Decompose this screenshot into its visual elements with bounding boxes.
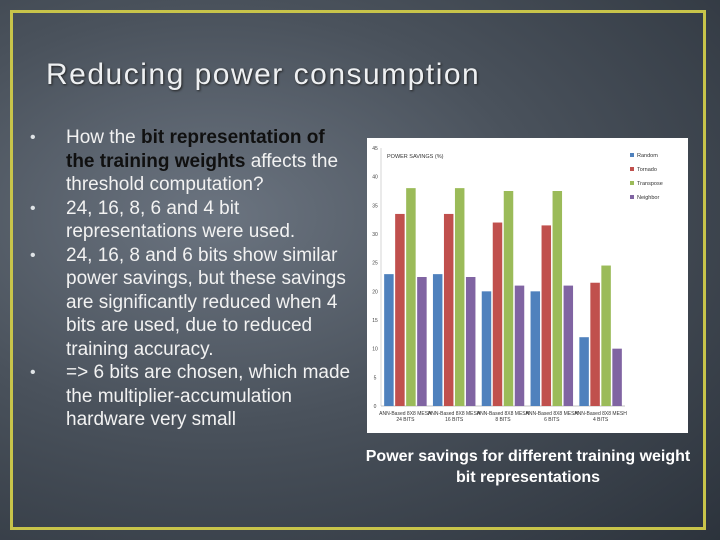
category-label: 16 BITS [445, 417, 464, 423]
bar-tornado [492, 222, 503, 406]
legend-label: Random [637, 153, 658, 159]
bullet-dot-icon: • [30, 199, 36, 217]
y-tick-label: 35 [372, 203, 378, 209]
bar-random [579, 337, 589, 406]
category-label: ANN-Based 8X8 MESH [526, 411, 579, 417]
chart-title: POWER SAVINGS (%) [387, 154, 444, 160]
bar-tornado [395, 213, 405, 406]
bar-random [481, 291, 492, 406]
bullet-text: => 6 bits are chosen, which made the mul… [66, 362, 351, 430]
bullet-dot-icon: • [30, 129, 36, 146]
legend-swatch [630, 167, 634, 171]
legend-swatch [630, 181, 634, 185]
bullet-dot-icon: • [30, 364, 36, 381]
bar-tornado [590, 282, 600, 406]
bar-neighbor [417, 277, 427, 406]
category-label: 6 BITS [544, 417, 560, 423]
category-label: 8 BITS [495, 417, 511, 423]
y-tick-label: 30 [372, 232, 378, 238]
slide-frame [10, 10, 706, 530]
power-savings-chart: 0 5 10 15 20 25 30 35 40 45 POWER SAVINGS (%) ANN-B… [372, 146, 663, 423]
category-label: ANN-Based 8X8 MESH [574, 411, 627, 417]
legend-label: Neighbor [637, 195, 659, 201]
bullet-dot-icon: • [30, 246, 36, 264]
bar-neighbor [514, 285, 525, 406]
y-tick-label: 0 [374, 404, 377, 410]
category-label: ANN-Based 8X8 MESH [428, 411, 481, 417]
bar-transpose [503, 191, 514, 406]
bullet-item: • => 6 bits are chosen, which made the mu… [28, 361, 358, 432]
chart-caption: Power savings for different training wei… [365, 448, 691, 486]
legend-swatch [630, 153, 634, 157]
bullet-text: 24, 16, 8, 6 and 4 bit representations w… [66, 197, 296, 243]
bullet-text: How the [66, 127, 141, 148]
y-tick-label: 40 [372, 175, 378, 181]
bar-tornado [541, 225, 552, 406]
y-tick-label: 10 [372, 347, 378, 353]
y-tick-label: 15 [372, 318, 378, 324]
category-label: ANN-Based 8X8 MESH [477, 411, 530, 417]
bullet-item: • 24, 16, 8 and 6 bits show similar power… [28, 244, 358, 362]
bar-random [530, 291, 541, 406]
category-label: 4 BITS [593, 417, 609, 423]
y-tick-label: 45 [372, 146, 378, 152]
bullet-text-emphasis: bit representation of the training weigh… [66, 127, 325, 172]
bar-transpose [552, 191, 563, 406]
bullet-text: 24, 16, 8 and 6 bits show similar power … [66, 244, 346, 360]
category-label: ANN-Based 8X8 MESH [379, 411, 432, 417]
slide-title: Reducing power consumption [46, 58, 481, 91]
bullet-text: affects the threshold computation? [66, 150, 339, 196]
bullet-item: • 24, 16, 8, 6 and 4 bit representations … [28, 197, 358, 244]
bar-random [432, 274, 443, 406]
bar-tornado [443, 213, 454, 406]
legend-swatch [630, 195, 634, 199]
category-label: 24 BITS [396, 417, 415, 423]
bar-neighbor [612, 348, 622, 406]
bar-transpose [406, 188, 416, 406]
y-tick-label: 5 [374, 375, 377, 381]
chart-image: 0 5 10 15 20 25 30 35 40 45 POWER SAVINGS (%) ANN-B… [367, 138, 688, 433]
bullet-item: • How the bit representation of the train… [28, 126, 358, 197]
bar-random [384, 274, 394, 406]
legend-label: Tornado [637, 167, 657, 173]
bullet-list: • How the bit representation of the train… [28, 126, 358, 432]
legend-label: Transpose [637, 181, 663, 187]
bar-transpose [454, 188, 465, 406]
bar-neighbor [563, 285, 574, 406]
y-tick-label: 25 [372, 261, 378, 267]
bar-transpose [601, 265, 611, 406]
y-tick-label: 20 [372, 289, 378, 295]
bar-neighbor [465, 277, 476, 406]
